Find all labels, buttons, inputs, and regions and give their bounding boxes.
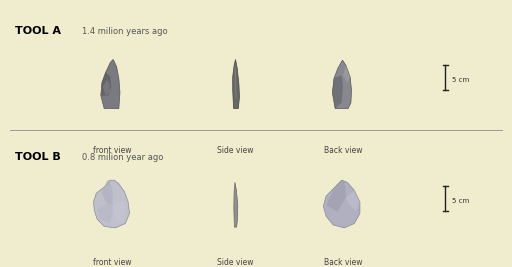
Text: 5 cm: 5 cm bbox=[452, 77, 469, 83]
Text: 1.4 milion years ago: 1.4 milion years ago bbox=[82, 27, 167, 36]
Text: Side view: Side view bbox=[217, 146, 254, 155]
Text: TOOL B: TOOL B bbox=[15, 152, 61, 163]
Text: Side view: Side view bbox=[217, 258, 254, 267]
Polygon shape bbox=[326, 180, 346, 212]
Polygon shape bbox=[332, 60, 351, 109]
Polygon shape bbox=[332, 75, 343, 109]
Text: 0.8 milion year ago: 0.8 milion year ago bbox=[82, 153, 163, 162]
Text: Back view: Back view bbox=[324, 146, 362, 155]
Polygon shape bbox=[113, 201, 125, 223]
Polygon shape bbox=[97, 203, 113, 223]
Text: front view: front view bbox=[93, 258, 132, 267]
Polygon shape bbox=[101, 180, 113, 205]
Polygon shape bbox=[101, 72, 111, 96]
Polygon shape bbox=[346, 190, 360, 210]
Text: 5 cm: 5 cm bbox=[452, 198, 469, 204]
Text: TOOL A: TOOL A bbox=[15, 26, 61, 37]
Polygon shape bbox=[101, 60, 120, 109]
Polygon shape bbox=[232, 60, 240, 109]
Polygon shape bbox=[234, 182, 238, 227]
Polygon shape bbox=[103, 80, 110, 96]
Polygon shape bbox=[343, 65, 350, 83]
Polygon shape bbox=[324, 180, 360, 228]
Polygon shape bbox=[94, 180, 130, 228]
Text: front view: front view bbox=[93, 146, 132, 155]
Text: Back view: Back view bbox=[324, 258, 362, 267]
